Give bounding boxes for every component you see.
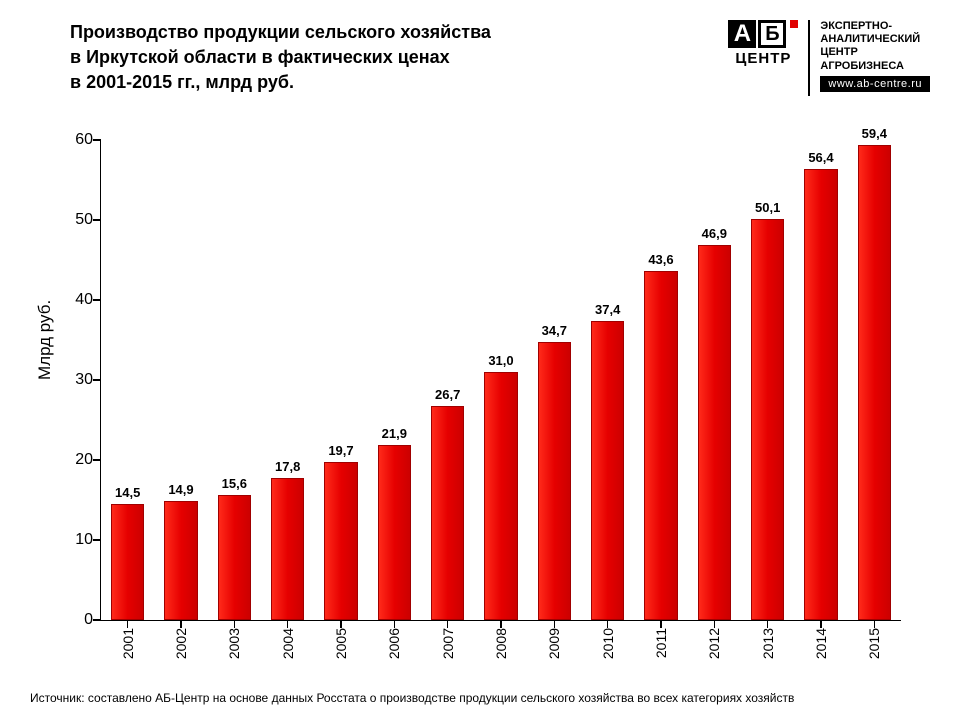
x-tick-label: 2015 xyxy=(866,628,882,659)
bar: 46,9 xyxy=(698,245,731,620)
bar-value-label: 59,4 xyxy=(859,126,890,141)
bar-value-label: 21,9 xyxy=(379,426,410,441)
y-tick-label: 40 xyxy=(43,291,93,309)
bar: 43,6 xyxy=(644,271,677,620)
logo-letter-a: А xyxy=(728,20,756,48)
bar-value-label: 14,5 xyxy=(112,485,143,500)
y-tick xyxy=(93,619,101,621)
x-tick xyxy=(180,620,182,628)
logo-line: АГРОБИЗНЕСА xyxy=(820,60,930,73)
y-tick-label: 60 xyxy=(43,131,93,149)
x-tick xyxy=(340,620,342,628)
x-tick xyxy=(500,620,502,628)
logo-divider xyxy=(808,20,810,96)
x-tick xyxy=(660,620,662,628)
x-tick-label: 2013 xyxy=(760,628,776,659)
bar-value-label: 31,0 xyxy=(485,353,516,368)
page: Производство продукции сельского хозяйст… xyxy=(0,0,960,720)
y-tick-label: 10 xyxy=(43,531,93,549)
x-tick-label: 2004 xyxy=(280,628,296,659)
x-tick-label: 2009 xyxy=(546,628,562,659)
x-tick-label: 2008 xyxy=(493,628,509,659)
bar: 50,1 xyxy=(751,219,784,620)
y-tick-label: 50 xyxy=(43,211,93,229)
bar-value-label: 50,1 xyxy=(752,200,783,215)
bar: 19,7 xyxy=(324,462,357,620)
x-tick xyxy=(127,620,129,628)
x-tick-label: 2014 xyxy=(813,628,829,659)
y-tick-label: 30 xyxy=(43,371,93,389)
bar: 56,4 xyxy=(804,169,837,620)
bar: 21,9 xyxy=(378,445,411,620)
x-tick-label: 2011 xyxy=(653,628,669,658)
bar: 26,7 xyxy=(431,406,464,620)
logo-line: АНАЛИТИЧЕСКИЙ xyxy=(820,33,930,46)
bar-value-label: 46,9 xyxy=(699,226,730,241)
x-tick-label: 2002 xyxy=(173,628,189,659)
x-tick-label: 2001 xyxy=(120,628,136,659)
bar-value-label: 26,7 xyxy=(432,387,463,402)
x-tick xyxy=(607,620,609,628)
x-tick xyxy=(234,620,236,628)
logo-letter-b: Б xyxy=(758,20,786,48)
x-tick xyxy=(820,620,822,628)
y-tick xyxy=(93,219,101,221)
bar-value-label: 34,7 xyxy=(539,323,570,338)
x-tick-label: 2005 xyxy=(333,628,349,659)
logo-ab-icon: А Б xyxy=(728,20,798,48)
logo-line: ЭКСПЕРТНО- xyxy=(820,20,930,33)
bar: 34,7 xyxy=(538,342,571,620)
bar: 14,9 xyxy=(164,501,197,620)
bar: 17,8 xyxy=(271,478,304,620)
x-tick xyxy=(767,620,769,628)
logo: А Б ЦЕНТР ЭКСПЕРТНО- АНАЛИТИЧЕСКИЙ ЦЕНТР… xyxy=(728,20,930,96)
bar-value-label: 17,8 xyxy=(272,459,303,474)
y-tick-label: 20 xyxy=(43,451,93,469)
bar-value-label: 19,7 xyxy=(325,443,356,458)
logo-mark: А Б ЦЕНТР xyxy=(728,20,798,67)
bar: 14,5 xyxy=(111,504,144,620)
x-tick xyxy=(554,620,556,628)
x-tick xyxy=(874,620,876,628)
logo-square-icon xyxy=(790,20,798,28)
logo-right: ЭКСПЕРТНО- АНАЛИТИЧЕСКИЙ ЦЕНТР АГРОБИЗНЕ… xyxy=(820,20,930,92)
bar-value-label: 15,6 xyxy=(219,476,250,491)
x-tick xyxy=(287,620,289,628)
plot-area: 0102030405060200114,5200214,9200315,6200… xyxy=(100,140,901,621)
y-tick xyxy=(93,379,101,381)
bar: 59,4 xyxy=(858,145,891,620)
x-tick-label: 2010 xyxy=(600,628,616,659)
bar-value-label: 56,4 xyxy=(805,150,836,165)
y-axis-title: Млрд руб. xyxy=(35,300,55,380)
y-tick xyxy=(93,299,101,301)
source-text: Источник: составлено АБ-Центр на основе … xyxy=(30,691,794,705)
y-tick xyxy=(93,539,101,541)
x-tick-label: 2012 xyxy=(706,628,722,659)
bar: 37,4 xyxy=(591,321,624,620)
y-tick-label: 0 xyxy=(43,611,93,629)
bar-value-label: 37,4 xyxy=(592,302,623,317)
y-tick xyxy=(93,139,101,141)
x-tick-label: 2003 xyxy=(226,628,242,659)
bar: 31,0 xyxy=(484,372,517,620)
x-tick-label: 2006 xyxy=(386,628,402,659)
bar-value-label: 14,9 xyxy=(165,482,196,497)
chart-title: Производство продукции сельского хозяйст… xyxy=(70,20,491,96)
x-tick-label: 2007 xyxy=(440,628,456,659)
logo-center-text: ЦЕНТР xyxy=(735,50,791,67)
logo-url: www.ab-centre.ru xyxy=(820,76,930,92)
bar-value-label: 43,6 xyxy=(645,252,676,267)
x-tick xyxy=(714,620,716,628)
logo-line: ЦЕНТР xyxy=(820,46,930,59)
header: Производство продукции сельского хозяйст… xyxy=(70,20,930,96)
x-tick xyxy=(447,620,449,628)
bar-chart: 0102030405060200114,5200214,9200315,6200… xyxy=(100,140,900,620)
bar: 15,6 xyxy=(218,495,251,620)
y-tick xyxy=(93,459,101,461)
x-tick xyxy=(394,620,396,628)
